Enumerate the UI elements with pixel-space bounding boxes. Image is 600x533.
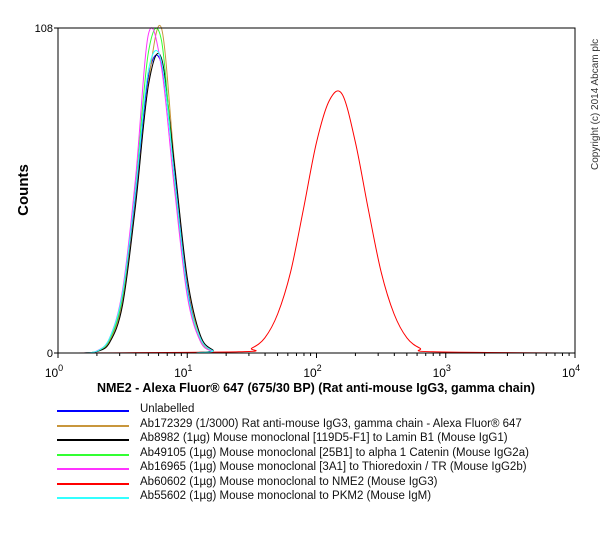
x-tick-label: 100 [45, 363, 63, 380]
legend-label: Ab172329 (1/3000) Rat anti-mouse IgG3, g… [140, 417, 522, 430]
legend-swatch [57, 453, 129, 456]
legend-swatch [57, 410, 129, 412]
y-axis-label: Counts [15, 164, 32, 216]
legend-item: Ab8982 (1µg) Mouse monoclonal [119D5-F1]… [57, 432, 597, 447]
x-tick-label: 102 [303, 363, 321, 380]
legend-label: Ab60602 (1µg) Mouse monoclonal to NME2 (… [140, 475, 438, 488]
legend-item: Ab16965 (1µg) Mouse monoclonal [3A1] to … [57, 461, 597, 476]
legend-swatch [57, 439, 129, 441]
legend-item: Ab49105 (1µg) Mouse monoclonal [25B1] to… [57, 447, 597, 462]
legend-label: Ab49105 (1µg) Mouse monoclonal [25B1] to… [140, 446, 529, 459]
legend-item: Ab55602 (1µg) Mouse monoclonal to PKM2 (… [57, 490, 597, 505]
legend-item: Ab172329 (1/3000) Rat anti-mouse IgG3, g… [57, 418, 597, 433]
legend-label: Unlabelled [140, 403, 195, 415]
legend-swatch [57, 482, 129, 485]
legend-label: Ab55602 (1µg) Mouse monoclonal to PKM2 (… [140, 490, 432, 502]
x-tick-label: 101 [174, 363, 192, 380]
x-axis-label: NME2 - Alexa Fluor® 647 (675/30 BP) (Rat… [97, 381, 535, 395]
legend-swatch [57, 424, 129, 427]
legend-label: Ab16965 (1µg) Mouse monoclonal [3A1] to … [140, 461, 527, 473]
y-tick-label: 108 [35, 23, 53, 35]
series-line-5 [57, 90, 576, 354]
copyright-text: Copyright (c) 2014 Abcam plc [590, 38, 600, 170]
legend-label: Ab8982 (1µg) Mouse monoclonal [119D5-F1]… [140, 432, 508, 444]
x-tick-label: 104 [562, 363, 580, 380]
series-line-2 [58, 52, 575, 354]
y-tick-label: 0 [47, 348, 53, 360]
legend-item: Ab60602 (1µg) Mouse monoclonal to NME2 (… [57, 476, 597, 491]
legend-item: Unlabelled [57, 403, 597, 418]
x-tick-label: 103 [433, 363, 451, 380]
legend: Unlabelled Ab172329 (1/3000) Rat anti-mou… [57, 403, 597, 505]
histogram-chart: 100 101 102 103 104 0 108 Counts NME2 - Alexa … [15, 23, 580, 395]
legend-swatch [57, 468, 129, 470]
legend-swatch [57, 497, 129, 499]
